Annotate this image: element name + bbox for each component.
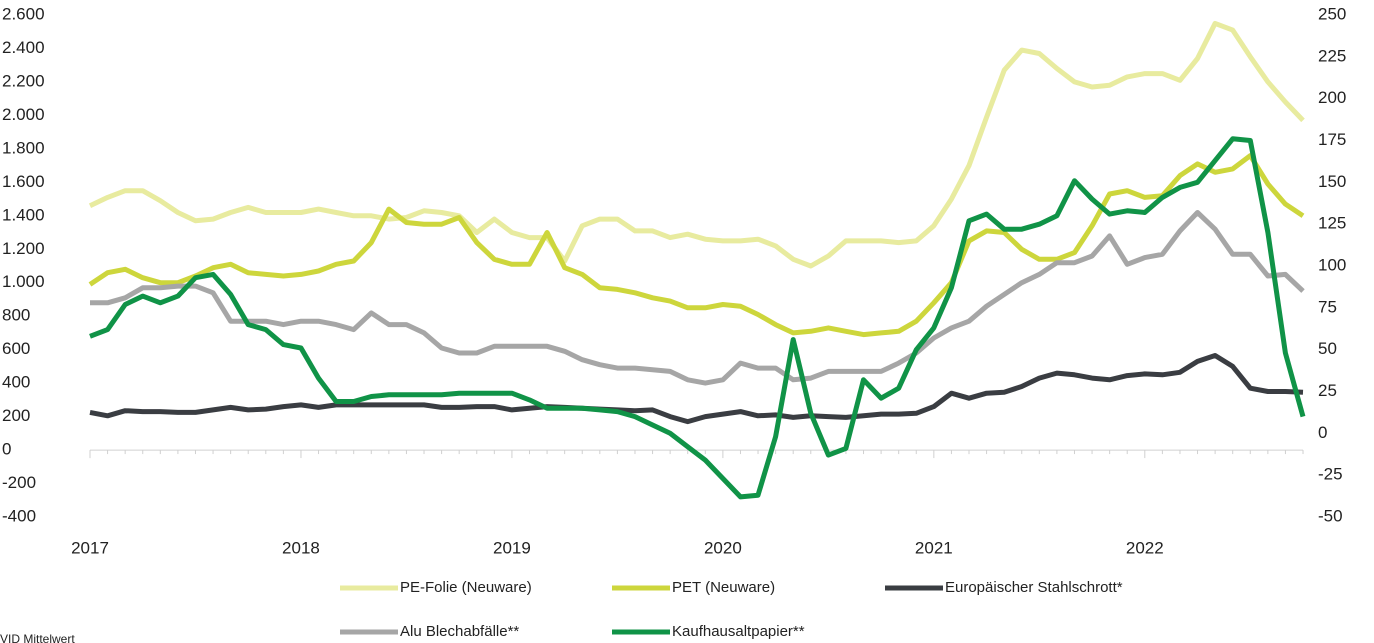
y-tick-label: 1.000 [2, 272, 45, 291]
series-line [88, 153, 1305, 338]
legend-label: Kaufhausaltpapier** [672, 623, 805, 640]
series-line [89, 353, 1304, 425]
y-tick-label: 800 [2, 306, 30, 325]
y2-tick-label: 150 [1318, 172, 1346, 191]
legend-label: PE-Folie (Neuware) [400, 579, 532, 596]
legend-label: Alu Blechabfälle** [400, 623, 519, 640]
series-line [89, 136, 1306, 500]
y2-tick-label: 175 [1318, 130, 1346, 149]
x-tick-label: 2018 [282, 538, 320, 557]
y-tick-label: 2.000 [2, 105, 45, 124]
y2-tick-label: 25 [1318, 381, 1337, 400]
y-tick-label: 0 [2, 440, 11, 459]
y-tick-label: 1.200 [2, 239, 45, 258]
x-tick-label: 2021 [915, 538, 953, 557]
x-tick-label: 2019 [493, 538, 531, 557]
y2-tick-label: 250 [1318, 4, 1346, 23]
y2-tick-label: 0 [1318, 423, 1327, 442]
y2-tick-label: -25 [1318, 465, 1343, 484]
y2-tick-label: 125 [1318, 214, 1346, 233]
y-tick-label: 2.200 [2, 71, 45, 90]
legend-label: PET (Neuware) [672, 579, 775, 596]
y-tick-label: 600 [2, 339, 30, 358]
legend-label: Europäischer Stahlschrott* [945, 579, 1123, 596]
x-tick-label: 2020 [704, 538, 742, 557]
y-tick-label: 1.400 [2, 205, 45, 224]
y2-tick-label: 75 [1318, 297, 1337, 316]
y-tick-label: 200 [2, 406, 30, 425]
series-line [90, 210, 1305, 386]
y-tick-label: 1.800 [2, 138, 45, 157]
y-tick-label: 2.600 [2, 4, 45, 23]
y-tick-label: 2.400 [2, 38, 45, 57]
y2-tick-label: 100 [1318, 255, 1346, 274]
y-tick-label: 1.600 [2, 172, 45, 191]
y-tick-label: 400 [2, 373, 30, 392]
y2-tick-label: -50 [1318, 506, 1343, 525]
y2-tick-label: 50 [1318, 339, 1337, 358]
x-tick-label: 2017 [71, 538, 109, 557]
y-tick-label: -400 [2, 506, 36, 525]
series-line [88, 20, 1305, 269]
source-note: VID Mittelwert [0, 632, 75, 643]
y2-tick-label: 200 [1318, 88, 1346, 107]
y-tick-label: -200 [2, 473, 36, 492]
x-tick-label: 2022 [1126, 538, 1164, 557]
y2-tick-label: 225 [1318, 46, 1346, 65]
